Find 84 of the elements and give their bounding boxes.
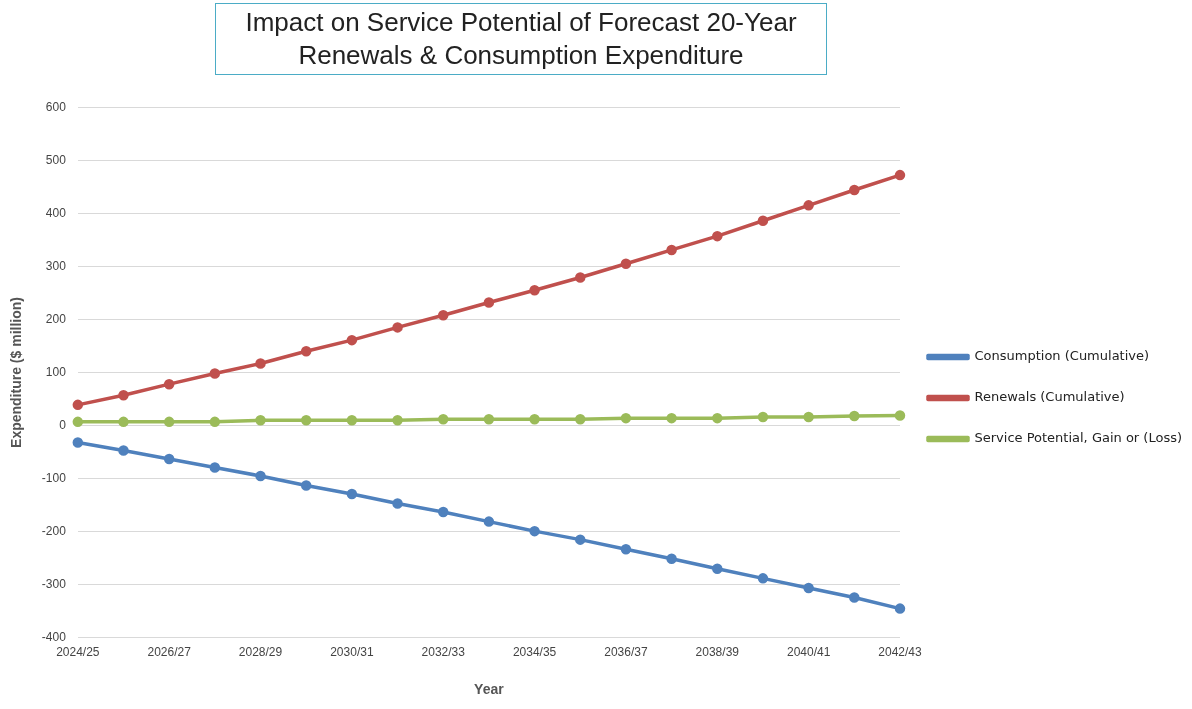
point bbox=[118, 390, 129, 401]
point bbox=[666, 553, 677, 564]
legend-label: Renewals (Cumulative) bbox=[974, 389, 1125, 405]
point bbox=[300, 480, 312, 491]
x-tick-label: 2040/41 bbox=[786, 645, 831, 660]
point bbox=[72, 416, 84, 428]
point bbox=[803, 582, 814, 594]
point bbox=[437, 413, 449, 425]
point bbox=[118, 445, 129, 456]
point bbox=[483, 297, 495, 308]
x-tick-label: 2030/31 bbox=[330, 645, 374, 660]
point bbox=[209, 416, 221, 428]
point bbox=[483, 413, 495, 425]
x-tick-label: 2026/27 bbox=[147, 645, 192, 660]
point bbox=[894, 169, 906, 181]
point bbox=[575, 413, 586, 425]
point bbox=[72, 399, 84, 411]
point bbox=[575, 272, 586, 283]
point bbox=[392, 322, 403, 333]
point bbox=[757, 573, 769, 584]
point bbox=[712, 230, 723, 242]
point bbox=[712, 563, 723, 575]
point bbox=[346, 415, 358, 426]
y-tick-label: 0 bbox=[59, 417, 67, 432]
point bbox=[255, 415, 266, 426]
point bbox=[666, 412, 677, 424]
point bbox=[437, 506, 449, 518]
point bbox=[529, 525, 540, 537]
point bbox=[757, 411, 769, 423]
x-axis-title: Year bbox=[474, 681, 505, 698]
point bbox=[803, 411, 814, 423]
x-tick-label: 2034/35 bbox=[512, 645, 557, 660]
y-tick-label: 100 bbox=[45, 364, 67, 379]
y-tick-label: 300 bbox=[45, 258, 67, 273]
point bbox=[620, 543, 632, 555]
point bbox=[255, 470, 266, 482]
legend-label: Consumption (Cumulative) bbox=[974, 348, 1150, 364]
point bbox=[529, 285, 540, 296]
point bbox=[72, 437, 84, 448]
x-tick-label: 2042/43 bbox=[878, 645, 922, 660]
point bbox=[894, 603, 906, 614]
point bbox=[575, 534, 586, 545]
point bbox=[392, 498, 403, 509]
point bbox=[300, 346, 312, 357]
chart-title: Impact on Service Potential of Forecast 20-Year Renewals & Consumption Expenditure bbox=[215, 3, 827, 75]
x-tick-label: 2032/33 bbox=[421, 645, 466, 660]
point bbox=[483, 516, 495, 527]
point bbox=[209, 368, 221, 379]
point bbox=[255, 358, 266, 369]
point bbox=[849, 592, 860, 603]
point bbox=[118, 416, 129, 428]
x-tick-label: 2024/25 bbox=[56, 645, 100, 660]
point bbox=[803, 200, 814, 211]
point bbox=[346, 488, 358, 500]
y-tick-label: 600 bbox=[45, 99, 67, 114]
point bbox=[346, 334, 358, 346]
point bbox=[849, 410, 860, 422]
y-tick-label: -400 bbox=[41, 630, 67, 645]
point bbox=[620, 258, 632, 269]
point bbox=[163, 378, 175, 390]
x-tick-label: 2028/29 bbox=[238, 645, 283, 660]
x-tick-label: 2036/37 bbox=[604, 645, 648, 660]
point bbox=[666, 244, 677, 256]
y-axis-title: Expenditure ($ million) bbox=[8, 297, 25, 448]
point bbox=[620, 412, 632, 424]
point bbox=[849, 184, 860, 196]
point bbox=[300, 415, 312, 426]
legend-label: Service Potential, Gain or (Loss) bbox=[974, 430, 1183, 446]
point bbox=[529, 413, 540, 425]
y-tick-label: 200 bbox=[45, 311, 67, 326]
x-tick-label: 2038/39 bbox=[695, 645, 740, 660]
point bbox=[437, 309, 449, 321]
point bbox=[163, 416, 175, 428]
point bbox=[712, 412, 723, 424]
point bbox=[757, 215, 769, 226]
point bbox=[209, 462, 221, 473]
point bbox=[392, 415, 403, 426]
y-tick-label: -100 bbox=[41, 470, 67, 485]
y-tick-label: -200 bbox=[41, 523, 67, 538]
point bbox=[163, 453, 175, 465]
y-tick-label: -300 bbox=[41, 577, 67, 592]
y-tick-label: 500 bbox=[45, 152, 67, 167]
y-tick-label: 400 bbox=[45, 205, 67, 220]
point bbox=[894, 410, 906, 421]
